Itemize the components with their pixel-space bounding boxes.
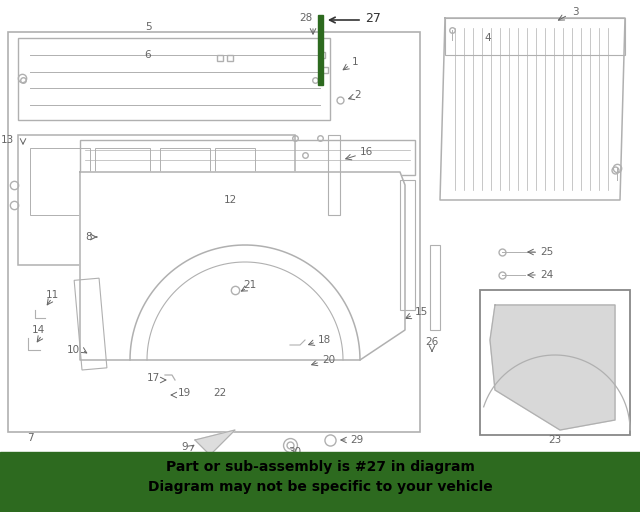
Text: 21: 21: [243, 280, 257, 290]
Polygon shape: [440, 18, 625, 200]
Text: 8: 8: [85, 232, 92, 242]
Bar: [0, 452, 640, 512]
Text: 19: 19: [178, 388, 191, 398]
Text: 17: 17: [147, 373, 160, 383]
Text: 10: 10: [67, 345, 80, 355]
Bar: [328, 135, 340, 215]
Bar: [160, 148, 210, 215]
Text: 20: 20: [322, 355, 335, 365]
Text: 27: 27: [365, 11, 381, 25]
Bar: [400, 180, 415, 310]
Text: 11: 11: [45, 290, 59, 300]
Text: 24: 24: [540, 270, 553, 280]
Text: 13: 13: [1, 135, 14, 145]
Text: 14: 14: [31, 325, 45, 335]
Text: 30: 30: [289, 447, 301, 457]
Text: 16: 16: [360, 147, 373, 157]
Text: 26: 26: [426, 337, 438, 347]
Polygon shape: [80, 172, 405, 360]
Bar: [74, 278, 107, 370]
Polygon shape: [195, 430, 235, 455]
Bar: [8, 32, 420, 432]
Bar: [430, 245, 440, 330]
Text: 1: 1: [352, 57, 358, 67]
Text: 15: 15: [415, 307, 428, 317]
Text: 3: 3: [572, 7, 579, 17]
Text: Part or sub-assembly is #27 in diagram: Part or sub-assembly is #27 in diagram: [166, 460, 474, 474]
Bar: [30, 148, 90, 215]
Text: 28: 28: [300, 13, 312, 23]
Text: 5: 5: [145, 22, 151, 32]
Text: Diagram may not be specific to your vehicle: Diagram may not be specific to your vehi…: [148, 480, 492, 494]
Bar: [480, 290, 630, 435]
Text: 22: 22: [213, 388, 227, 398]
Polygon shape: [490, 305, 615, 430]
Bar: [95, 148, 150, 215]
Text: 6: 6: [145, 50, 151, 60]
Bar: [215, 148, 255, 215]
Text: 25: 25: [540, 247, 553, 257]
Bar: [318, 15, 323, 85]
Text: 9: 9: [181, 442, 188, 452]
Text: 7: 7: [27, 433, 33, 443]
Bar: [445, 18, 625, 55]
Bar: [80, 140, 415, 175]
Text: 2: 2: [355, 90, 362, 100]
Text: 23: 23: [548, 435, 562, 445]
Bar: [18, 135, 295, 265]
Text: 29: 29: [350, 435, 364, 445]
Bar: [18, 38, 330, 120]
Text: 18: 18: [318, 335, 332, 345]
Text: 4: 4: [484, 33, 492, 43]
Text: 12: 12: [223, 195, 237, 205]
